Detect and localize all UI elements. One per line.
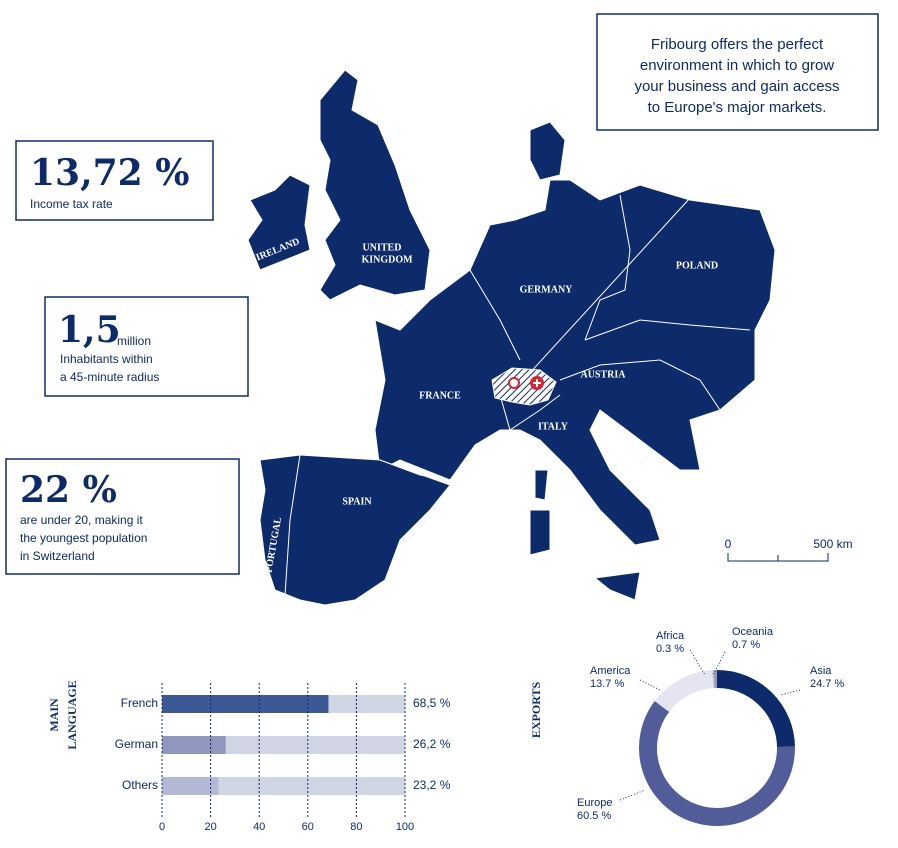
sicily <box>593 571 641 601</box>
swiss-cross <box>533 379 541 387</box>
leader-line <box>779 689 801 696</box>
category-label: Asia <box>810 665 832 677</box>
x-tick-label: 100 <box>396 821 414 833</box>
fribourg-pin <box>508 377 520 389</box>
intro-box <box>596 13 879 131</box>
category-label: Europe <box>577 797 612 809</box>
bar <box>162 695 329 713</box>
stat-box <box>5 458 240 575</box>
border <box>379 459 451 481</box>
map-label: GERMANY <box>520 284 574 295</box>
value-label: 60.5 % <box>577 810 611 822</box>
category-label: French <box>121 696 158 710</box>
value-label: 23,2 % <box>413 778 451 792</box>
border <box>499 394 561 431</box>
bar-track <box>162 777 405 795</box>
map: UNITED KINGDOM IRELAND GERMANY POLAND FR… <box>247 69 776 606</box>
sardinia <box>529 509 551 556</box>
diagonal <box>504 197 691 401</box>
border <box>584 319 751 341</box>
map-label: UNITED <box>363 242 402 253</box>
value-label: 24.7 % <box>810 678 844 690</box>
border <box>284 454 301 596</box>
category-label: America <box>590 665 631 677</box>
chart-title: MAIN <box>47 698 61 732</box>
value-label: 0.7 % <box>732 639 760 651</box>
x-tick-label: 40 <box>253 821 265 833</box>
category-label: German <box>115 737 158 751</box>
bar <box>162 736 226 754</box>
scandinavia <box>529 121 566 181</box>
map-label: AUSTRIA <box>580 369 626 380</box>
iberia <box>259 454 451 606</box>
category-label: Africa <box>656 630 685 642</box>
map-label: FRANCE <box>419 390 461 401</box>
corsica <box>534 469 549 501</box>
scale-bar <box>727 553 829 562</box>
map-label: KINGDOM <box>361 254 413 265</box>
uk <box>319 69 431 301</box>
stat-text: Income tax rate <box>30 197 113 211</box>
chart-title: LANGUAGE <box>65 680 79 749</box>
leader-line <box>619 789 646 801</box>
value-label: 68,5 % <box>413 696 451 710</box>
stat-text: a 45-minute radius <box>60 370 159 384</box>
value-label: 13.7 % <box>590 678 624 690</box>
category-label: Others <box>122 778 158 792</box>
stat-text: are under 20, making it <box>20 513 143 527</box>
border <box>559 359 721 411</box>
ireland <box>247 174 311 271</box>
stat-box <box>44 296 249 397</box>
value-label: 0.3 % <box>656 643 684 655</box>
mainland <box>374 179 776 546</box>
donut-segment <box>654 670 714 713</box>
map-label: POLAND <box>676 260 718 271</box>
intro-line: Fribourg offers the perfect <box>651 36 824 53</box>
leader-line <box>689 649 706 676</box>
intro-line: your business and gain access <box>634 78 839 95</box>
scale-line <box>727 553 829 562</box>
scale-label: 0 <box>725 537 732 551</box>
scale-label: 500 km <box>813 537 852 551</box>
stat-text: Inhabitants within <box>60 352 153 366</box>
x-tick-label: 60 <box>302 821 314 833</box>
x-tick-label: 80 <box>350 821 362 833</box>
stat-value: 1,5 <box>58 309 121 351</box>
stat-value: 13,72 % <box>30 152 189 194</box>
stat-unit: million <box>117 334 151 348</box>
stat-text: the youngest population <box>20 531 147 545</box>
intro-line: to Europe's major markets. <box>648 99 827 116</box>
stat-value: 22 % <box>20 469 117 511</box>
x-tick-label: 20 <box>204 821 216 833</box>
leader-line <box>639 679 661 691</box>
border <box>584 194 631 341</box>
map-label: SPAIN <box>342 496 372 507</box>
map-label: ITALY <box>538 421 569 432</box>
stat-box <box>15 140 214 221</box>
leader-line <box>712 651 726 676</box>
stat-text: in Switzerland <box>20 549 95 563</box>
intro-line: environment in which to grow <box>640 57 834 74</box>
bar <box>162 777 219 795</box>
value-label: 26,2 % <box>413 737 451 751</box>
category-label: Oceania <box>732 626 774 638</box>
donut-segment <box>639 701 795 826</box>
x-tick-label: 0 <box>159 821 165 833</box>
chart-title: EXPORTS <box>529 682 543 739</box>
donut-segment <box>716 670 795 748</box>
border <box>469 269 521 361</box>
